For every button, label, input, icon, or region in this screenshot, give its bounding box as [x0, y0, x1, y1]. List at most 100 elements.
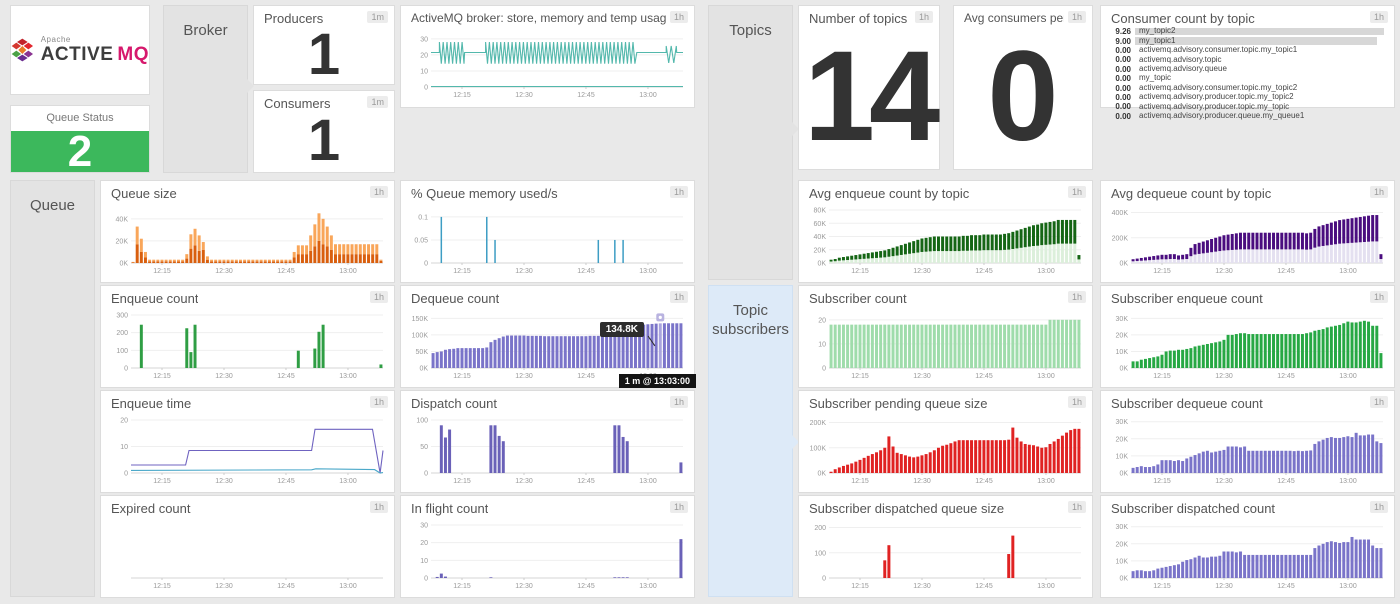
topics-arrow — [791, 121, 807, 137]
avg-dequeue-count-by-topic-chart[interactable]: 0K 200K 400K 12:15 12:30 12:45 13:00 — [1105, 205, 1388, 275]
svg-text:13:00: 13:00 — [639, 268, 657, 275]
consumers-interval-badge: 1m — [367, 96, 388, 108]
avg-enqueue-count-by-topic-chart[interactable]: 0K 20K 40K 60K 80K 12:15 12:30 12:45 13:00 — [803, 205, 1086, 275]
svg-text:13:00: 13:00 — [339, 268, 357, 275]
consumer-count-bar — [1135, 27, 1384, 36]
svg-text:0: 0 — [424, 85, 428, 92]
consumer-count-row[interactable]: 0.00 activemq.advisory.producer.queue.my… — [1107, 111, 1386, 121]
panel-queue-status: Queue Status 2 — [10, 105, 150, 176]
queue-size-chart[interactable]: 0K 20K 40K 12:15 12:30 12:45 13:00 — [105, 205, 388, 275]
consumer-count-row[interactable]: 0.00 activemq.advisory.consumer.topic.my… — [1107, 83, 1386, 93]
consumer-count-row[interactable]: 0.00 activemq.advisory.queue — [1107, 64, 1386, 74]
consumer-count-row[interactable]: 0.00 activemq.advisory.topic — [1107, 55, 1386, 65]
enqueue-count-chart[interactable]: 0 100 200 300 12:15 12:30 12:45 13:00 — [105, 310, 388, 380]
svg-text:200: 200 — [116, 330, 128, 337]
in-flight-count-chart[interactable]: 0 10 20 30 12:15 12:30 12:45 13:00 — [405, 520, 688, 590]
subscriber-dispatched-queue-size-chart[interactable]: 0 100 200 12:15 12:30 12:45 13:00 — [803, 520, 1086, 590]
panel-subscriber-count: Subscriber count 1h 0 10 20 12:15 12:30 12:45… — [798, 285, 1093, 388]
svg-text:13:00: 13:00 — [339, 583, 357, 590]
expired-count-interval-badge: 1h — [369, 501, 388, 513]
svg-text:13:00: 13:00 — [639, 92, 657, 99]
broker-usage-chart[interactable]: 0 10 20 30 12:15 12:30 12:45 13:00 — [405, 29, 688, 99]
svg-text:12:30: 12:30 — [515, 268, 533, 275]
svg-text:13:00: 13:00 — [1339, 478, 1357, 485]
svg-text:12:45: 12:45 — [975, 268, 993, 275]
svg-text:10: 10 — [818, 341, 826, 348]
consumer-count-value: 0.00 — [1115, 83, 1131, 93]
svg-text:20: 20 — [420, 52, 428, 59]
avg-enqueue-count-by-topic-interval-badge: 1h — [1067, 186, 1086, 198]
subscriber-enqueue-count-chart[interactable]: 0K 10K 20K 30K 12:15 12:30 12:45 13:00 — [1105, 310, 1388, 380]
svg-text:13:00: 13:00 — [1339, 373, 1357, 380]
panel-broker-usage: ActiveMQ broker: store, memory and temp … — [400, 5, 695, 108]
producers-title: Producers — [264, 11, 324, 26]
consumers-title: Consumers — [264, 96, 331, 111]
chart-tooltip-time: 1 m @ 13:03:00 — [618, 374, 696, 388]
svg-text:100: 100 — [814, 550, 826, 557]
consumer-count-row[interactable]: 0.00 activemq.advisory.producer.topic.my… — [1107, 102, 1386, 112]
consumer-count-row[interactable]: 9.00 my_topic1 — [1107, 36, 1386, 46]
svg-text:30K: 30K — [1116, 316, 1129, 323]
svg-text:0: 0 — [822, 576, 826, 583]
subscriber-count-chart[interactable]: 0 10 20 12:15 12:30 12:45 13:00 — [803, 310, 1086, 380]
svg-text:0.05: 0.05 — [414, 237, 428, 244]
subscriber-enqueue-count-title: Subscriber enqueue count — [1111, 291, 1263, 306]
svg-text:12:45: 12:45 — [1277, 478, 1295, 485]
queue-label: Queue — [29, 197, 76, 214]
enqueue-time-chart[interactable]: 0 10 20 12:15 12:30 12:45 13:00 — [105, 415, 388, 485]
expired-count-chart[interactable]: 12:15 12:30 12:45 13:00 — [105, 520, 388, 590]
expired-count-title: Expired count — [111, 501, 191, 516]
svg-text:150K: 150K — [412, 316, 429, 323]
broker-arrow — [246, 78, 262, 94]
subscriber-pending-queue-size-chart[interactable]: 0K 100K 200K 12:15 12:30 12:45 13:00 — [803, 415, 1086, 485]
in-flight-count-title: In flight count — [411, 501, 489, 516]
consumer-count-list[interactable]: 9.26 my_topic2 9.00 my_topic1 0.00 activem… — [1101, 26, 1394, 121]
consumer-count-row[interactable]: 0.00 my_topic — [1107, 74, 1386, 84]
subscriber-pending-queue-size-title: Subscriber pending queue size — [809, 396, 988, 411]
consumer-count-value: 0.00 — [1115, 45, 1131, 55]
subscriber-dispatched-count-chart[interactable]: 0K 10K 20K 30K 12:15 12:30 12:45 13:00 — [1105, 520, 1388, 590]
panel-subscriber-dispatched-queue-size: Subscriber dispatched queue size 1h 0 100… — [798, 495, 1093, 598]
queue-status-title: Queue Status — [46, 112, 114, 124]
svg-text:30K: 30K — [1116, 419, 1129, 426]
consumer-count-row[interactable]: 0.00 activemq.advisory.consumer.topic.my… — [1107, 45, 1386, 55]
pct-queue-memory-chart[interactable]: 0 0.05 0.1 12:15 12:30 12:45 13:00 — [405, 205, 688, 275]
svg-text:100K: 100K — [412, 332, 429, 339]
dispatch-count-chart[interactable]: 0 50 100 12:15 12:30 12:45 13:00 — [405, 415, 688, 485]
panel-subscriber-dispatched-count: Subscriber dispatched count 1h 0K 10K 20K 3… — [1100, 495, 1395, 598]
svg-text:0: 0 — [822, 366, 826, 373]
svg-text:20: 20 — [420, 540, 428, 547]
svg-text:10K: 10K — [1116, 558, 1129, 565]
panel-queue-label: Queue — [10, 180, 95, 597]
svg-text:13:00: 13:00 — [1339, 268, 1357, 275]
svg-text:0: 0 — [124, 366, 128, 373]
consumer-count-row[interactable]: 9.26 my_topic2 — [1107, 27, 1386, 36]
consumer-count-value: 0.00 — [1115, 111, 1131, 121]
svg-text:12:15: 12:15 — [453, 92, 471, 99]
consumer-count-row[interactable]: 0.00 activemq.advisory.producer.topic.my… — [1107, 92, 1386, 102]
queue-size-title: Queue size — [111, 186, 177, 201]
svg-text:12:45: 12:45 — [975, 373, 993, 380]
consumer-count-topic: activemq.advisory.queue — [1139, 64, 1227, 73]
svg-text:12:15: 12:15 — [851, 268, 869, 275]
panel-expired-count: Expired count 1h 12:15 12:30 12:45 13:00 — [100, 495, 395, 598]
panel-pct-queue-memory: % Queue memory used/s 1h 0 0.05 0.1 12:15 12… — [400, 180, 695, 283]
svg-text:12:15: 12:15 — [453, 583, 471, 590]
consumer-count-bar — [1135, 37, 1377, 45]
svg-text:12:45: 12:45 — [277, 268, 295, 275]
in-flight-count-interval-badge: 1h — [669, 501, 688, 513]
subscriber-dequeue-count-chart[interactable]: 0K 10K 20K 30K 12:15 12:30 12:45 13:00 — [1105, 415, 1388, 485]
svg-text:12:45: 12:45 — [277, 583, 295, 590]
svg-text:12:30: 12:30 — [215, 478, 233, 485]
svg-text:12:15: 12:15 — [453, 478, 471, 485]
svg-text:12:45: 12:45 — [277, 373, 295, 380]
svg-text:80K: 80K — [814, 208, 827, 215]
broker-usage-title: ActiveMQ broker: store, memory and temp … — [411, 11, 666, 25]
svg-text:0: 0 — [424, 261, 428, 268]
svg-text:10: 10 — [120, 444, 128, 451]
svg-text:12:45: 12:45 — [577, 478, 595, 485]
svg-text:0: 0 — [424, 576, 428, 583]
broker-usage-interval-badge: 1h — [669, 11, 688, 23]
subscriber-enqueue-count-interval-badge: 1h — [1369, 291, 1388, 303]
